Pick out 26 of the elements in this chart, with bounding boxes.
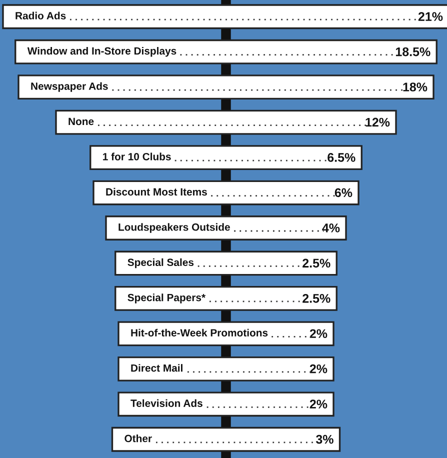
data-label: 2% xyxy=(310,400,328,408)
category-label: Loudspeakers Outside xyxy=(118,223,230,233)
data-label: 3% xyxy=(316,434,334,444)
category-label: Special Papers* xyxy=(128,294,206,304)
data-label: 2.5% xyxy=(302,258,330,268)
data-label: 18.5% xyxy=(396,47,430,56)
data-label: 6.5% xyxy=(328,153,356,162)
data-label: 2% xyxy=(310,364,328,374)
category-label: Direct Mail xyxy=(131,364,182,372)
category-label: Discount Most Items xyxy=(106,188,207,196)
category-label: 1 for 10 Clubs xyxy=(103,152,171,160)
data-label: 18% xyxy=(403,82,428,92)
category-label: Other xyxy=(124,434,152,442)
category-label: Window and In-Store Displays xyxy=(27,46,176,57)
data-label: 6% xyxy=(334,188,352,198)
category-label: None xyxy=(68,118,94,126)
data-label: 2.5% xyxy=(302,294,330,303)
category-label: Newspaper Ads xyxy=(31,82,108,92)
category-label: Television Ads xyxy=(130,399,202,407)
category-label: Special Sales xyxy=(128,258,194,268)
category-label: Radio Ads xyxy=(16,12,66,20)
category-label: Hit-of-the-Week Promotions xyxy=(131,328,268,336)
data-label: 2% xyxy=(310,329,328,338)
data-label: 21% xyxy=(418,12,443,21)
data-label: 12% xyxy=(366,118,390,127)
data-label: 4% xyxy=(322,224,340,232)
